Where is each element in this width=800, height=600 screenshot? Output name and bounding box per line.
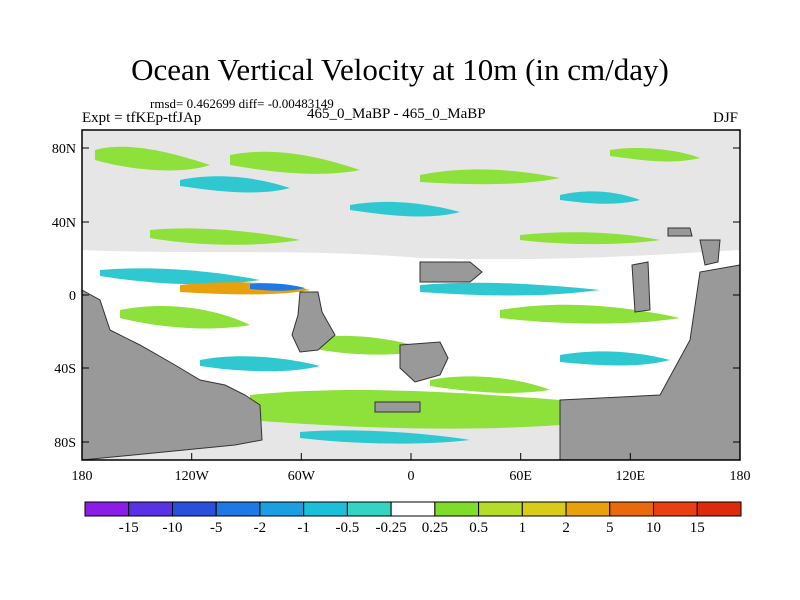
map-panel <box>81 129 741 461</box>
colorbar-label: 0.25 <box>422 520 448 536</box>
x-tick-label: 0 <box>408 469 415 484</box>
stats-text: rmsd= 0.462699 diff= -0.00483149 <box>150 96 334 111</box>
colorbar-swatch <box>215 501 261 517</box>
colorbar-swatch <box>565 501 611 517</box>
colorbar-label: -2 <box>254 520 267 536</box>
colorbar-label: 0.5 <box>469 520 488 536</box>
colorbar-swatch <box>171 501 217 517</box>
colorbar-label: 5 <box>606 520 614 536</box>
runs-label: 465_0_MaBP - 465_0_MaBP <box>307 106 486 122</box>
colorbar-swatch <box>128 501 173 517</box>
colorbar-label: 15 <box>690 520 705 536</box>
colorbar-swatch <box>303 501 348 517</box>
colorbar-label: -10 <box>162 520 182 536</box>
negative-anomaly-patches <box>100 176 670 444</box>
colorbar-label: 1 <box>519 520 527 536</box>
colorbar-swatch <box>653 501 698 517</box>
colorbar-label: -1 <box>297 520 310 536</box>
colorbar-label: -0.25 <box>376 520 407 536</box>
colorbar-swatch <box>434 501 480 517</box>
colorbar-swatch <box>259 501 305 517</box>
colorbar-swatch <box>696 501 742 517</box>
colorbar-swatch <box>521 501 567 517</box>
colorbar-swatch <box>84 501 130 517</box>
colorbar-label: 2 <box>562 520 570 536</box>
x-tick-label: 120W <box>175 469 210 484</box>
colorbar-swatch <box>609 501 655 517</box>
x-tick-label: 180 <box>72 469 93 484</box>
y-tick-label: 80S <box>54 436 76 451</box>
colorbar: -15 -10 -5 -2 -1 -0.5 -0.25 0.25 0.5 1 2 5 10 15 <box>84 501 742 536</box>
season-label: DJF <box>713 110 739 126</box>
colorbar-label: 10 <box>646 520 661 536</box>
plot-title: Ocean Vertical Velocity at 10m (in cm/da… <box>131 52 669 87</box>
x-tick-label: 60W <box>288 469 316 484</box>
colorbar-label: -15 <box>119 520 139 536</box>
y-tick-label: 80N <box>52 142 76 157</box>
x-axis <box>81 453 741 460</box>
land-masses <box>81 227 741 461</box>
experiment-label: Expt = tfKEp-tfJAp <box>82 110 202 126</box>
colorbar-swatch <box>346 501 392 517</box>
colorbar-swatch <box>390 501 436 517</box>
y-axis <box>82 147 740 443</box>
y-tick-label: 0 <box>69 289 76 304</box>
y-tick-label: 40N <box>52 216 76 231</box>
colorbar-label: -5 <box>210 520 223 536</box>
colorbar-label: -0.5 <box>336 520 360 536</box>
y-tick-label: 40S <box>54 362 76 377</box>
colorbar-swatch <box>478 501 523 517</box>
x-tick-label: 60E <box>509 469 532 484</box>
x-tick-label: 180 <box>730 469 751 484</box>
equatorial-streak-cold <box>250 283 305 291</box>
x-tick-label: 120E <box>616 469 646 484</box>
